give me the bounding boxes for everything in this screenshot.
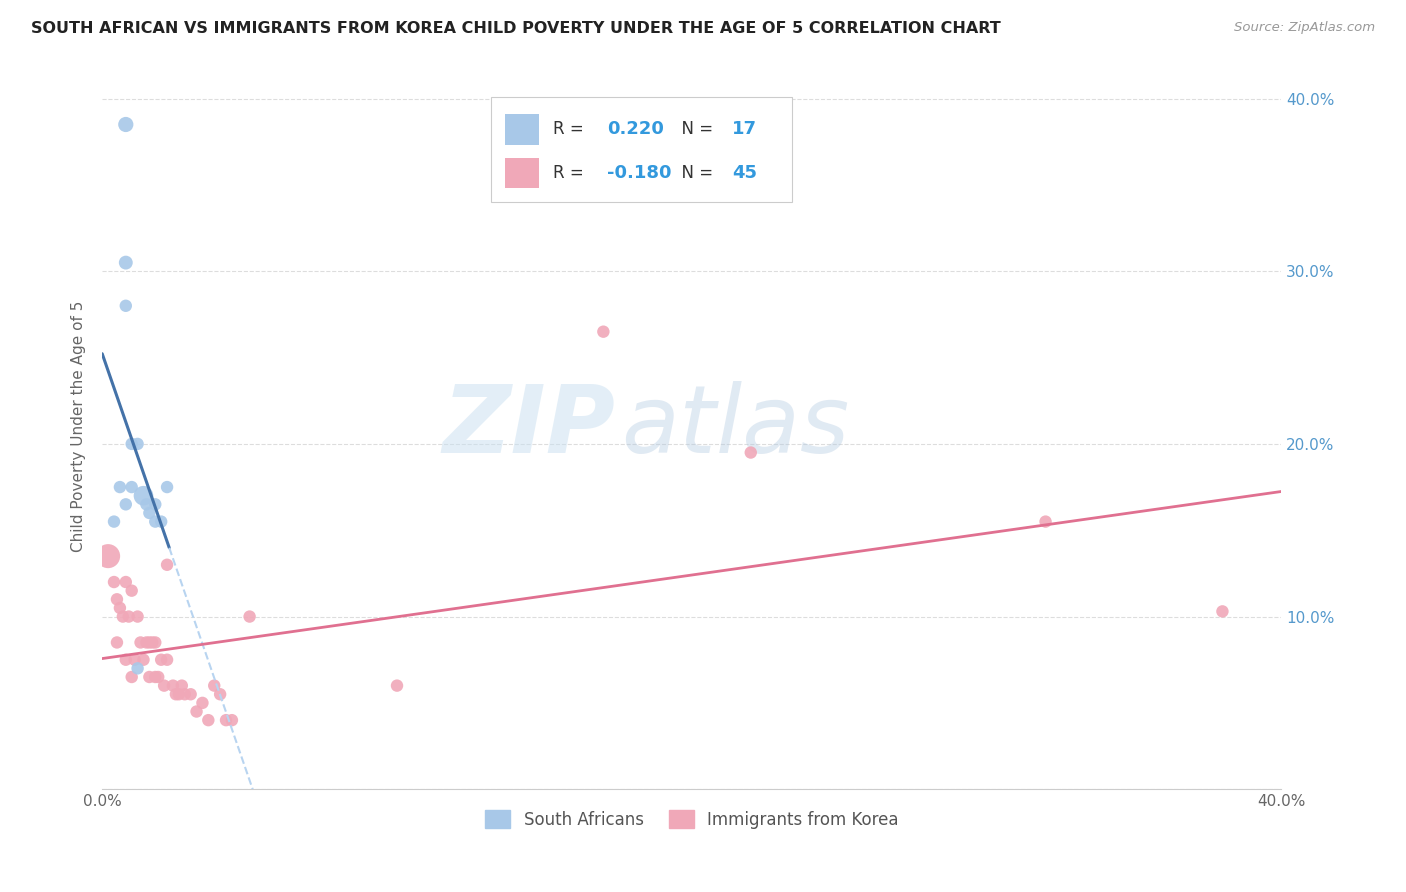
Point: [121, 480, 143, 494]
Text: atlas: atlas: [621, 381, 849, 472]
Point: [191, 696, 214, 710]
Point: [143, 497, 166, 511]
Point: [135, 635, 157, 649]
Point: [202, 679, 225, 693]
Point: [143, 635, 166, 649]
Point: [1211, 604, 1233, 618]
Text: R =: R =: [553, 120, 589, 138]
Point: [141, 635, 163, 649]
Point: [592, 325, 614, 339]
Point: [103, 575, 125, 590]
Point: [385, 679, 408, 693]
FancyBboxPatch shape: [491, 96, 792, 202]
Point: [114, 118, 136, 132]
Point: [150, 515, 173, 529]
Point: [143, 670, 166, 684]
Point: [114, 497, 136, 511]
Point: [121, 437, 143, 451]
Point: [215, 713, 238, 727]
Text: -0.180: -0.180: [607, 164, 672, 182]
Point: [165, 687, 187, 701]
Point: [121, 670, 143, 684]
Y-axis label: Child Poverty Under the Age of 5: Child Poverty Under the Age of 5: [72, 301, 86, 552]
Point: [167, 687, 190, 701]
Point: [103, 515, 125, 529]
Point: [143, 515, 166, 529]
Point: [105, 635, 128, 649]
Point: [114, 255, 136, 269]
Text: 17: 17: [733, 120, 756, 138]
Text: N =: N =: [671, 164, 718, 182]
Point: [156, 480, 179, 494]
Point: [129, 635, 152, 649]
Point: [173, 687, 195, 701]
Text: SOUTH AFRICAN VS IMMIGRANTS FROM KOREA CHILD POVERTY UNDER THE AGE OF 5 CORRELAT: SOUTH AFRICAN VS IMMIGRANTS FROM KOREA C…: [31, 21, 1001, 37]
Point: [153, 679, 176, 693]
Point: [148, 670, 170, 684]
Point: [127, 661, 149, 675]
Point: [124, 653, 146, 667]
Point: [156, 558, 179, 572]
Point: [127, 609, 149, 624]
Text: 45: 45: [733, 164, 756, 182]
Point: [740, 445, 762, 459]
Point: [162, 679, 184, 693]
Point: [186, 705, 208, 719]
Point: [156, 653, 179, 667]
Text: Source: ZipAtlas.com: Source: ZipAtlas.com: [1234, 21, 1375, 35]
Point: [239, 609, 262, 624]
Point: [132, 489, 155, 503]
Point: [197, 713, 219, 727]
Point: [138, 506, 160, 520]
Point: [111, 609, 134, 624]
Point: [114, 299, 136, 313]
Text: 0.220: 0.220: [607, 120, 664, 138]
Text: ZIP: ZIP: [443, 381, 616, 473]
Point: [1035, 515, 1057, 529]
Point: [108, 601, 131, 615]
Legend: South Africans, Immigrants from Korea: South Africans, Immigrants from Korea: [478, 804, 905, 835]
Point: [209, 687, 232, 701]
Point: [105, 592, 128, 607]
Point: [150, 653, 173, 667]
Point: [108, 480, 131, 494]
Bar: [506, 114, 538, 145]
Point: [121, 583, 143, 598]
Point: [135, 497, 157, 511]
Bar: [506, 158, 538, 188]
Point: [138, 635, 160, 649]
Point: [138, 670, 160, 684]
Text: N =: N =: [671, 120, 718, 138]
Point: [132, 653, 155, 667]
Point: [114, 575, 136, 590]
Point: [180, 687, 202, 701]
Point: [127, 437, 149, 451]
Point: [221, 713, 243, 727]
Text: R =: R =: [553, 164, 589, 182]
Point: [114, 653, 136, 667]
Point: [97, 549, 120, 563]
Point: [118, 609, 141, 624]
Point: [170, 679, 193, 693]
